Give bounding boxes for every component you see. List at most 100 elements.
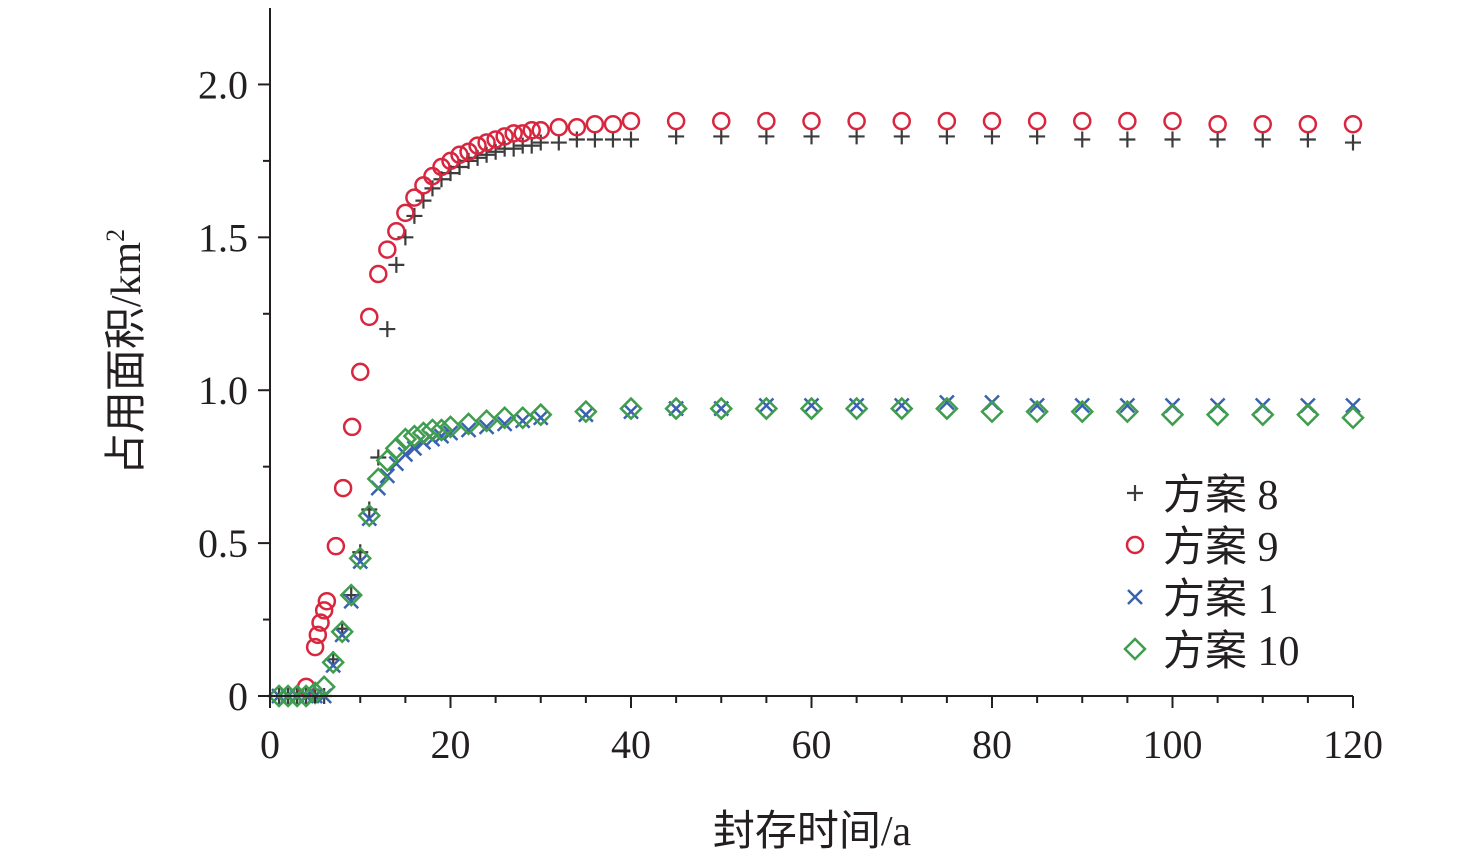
legend: 方案 8 方案 9 方案 1 方案 10 [1123, 472, 1300, 675]
data-point [369, 264, 388, 284]
data-point [1160, 402, 1185, 427]
y-tick-label: 0 [228, 674, 248, 719]
data-point [847, 111, 866, 131]
data-point [758, 128, 775, 145]
data-point [664, 396, 688, 421]
data-point [522, 121, 541, 140]
data-point [276, 684, 300, 708]
data-point [388, 256, 405, 273]
data-point [495, 127, 514, 146]
data-point [603, 114, 623, 134]
data-point [619, 396, 643, 421]
data-point [468, 136, 487, 155]
data-point [754, 396, 779, 421]
data-point [623, 131, 639, 148]
data-point [361, 510, 378, 527]
data-point [360, 307, 379, 327]
x-tick-label: 100 [1143, 722, 1203, 767]
y-tick-label: 1.0 [198, 368, 248, 413]
data-point [402, 424, 427, 448]
data-point [1073, 111, 1092, 131]
data-point [321, 650, 345, 675]
data-point [308, 625, 328, 645]
data-point [333, 478, 353, 498]
y-axis-title-sup: 2 [101, 229, 130, 242]
data-point [893, 128, 910, 145]
data-point [1119, 397, 1136, 414]
data-point [1343, 114, 1363, 134]
data-point [1164, 131, 1181, 148]
data-point [294, 684, 318, 708]
data-point [586, 131, 603, 148]
data-point [757, 111, 776, 131]
data-point [803, 397, 820, 414]
data-point [396, 203, 415, 223]
data-point [802, 111, 821, 131]
data-point [1345, 134, 1361, 151]
legend-marker [1123, 637, 1147, 661]
x-tick-label: 80 [972, 722, 1012, 767]
data-point [1118, 111, 1137, 131]
data-point [848, 128, 865, 145]
data-point [892, 111, 911, 131]
data-point [623, 403, 639, 420]
data-point [514, 412, 531, 429]
data-point [513, 124, 532, 143]
data-point [267, 684, 291, 708]
data-point [550, 134, 567, 151]
data-point [1254, 131, 1271, 148]
data-point [334, 626, 351, 643]
data-point [935, 396, 959, 421]
data-point [305, 637, 325, 657]
data-point [1298, 114, 1318, 134]
data-point [429, 418, 454, 442]
data-point [379, 321, 396, 338]
data-point [357, 503, 382, 528]
data-point [1027, 111, 1047, 131]
data-point [1205, 402, 1230, 427]
x-ticks: 0 20 40 60 80 100 120 [260, 696, 1383, 767]
data-point [1115, 399, 1140, 424]
data-point [414, 176, 433, 195]
data-point [532, 409, 549, 426]
data-point [604, 131, 621, 148]
y-axis-title-main: 占用面积/km [104, 242, 150, 476]
data-point [351, 362, 370, 382]
data-point [1341, 405, 1365, 430]
series-3 [267, 396, 1365, 708]
data-point [844, 396, 869, 421]
data-point [531, 121, 550, 140]
data-point [848, 397, 865, 414]
data-point [348, 546, 373, 571]
legend-label: 方案 10 [1163, 628, 1300, 675]
data-point [889, 396, 914, 421]
x-axis-title: 封存时间/a [713, 809, 912, 855]
data-point [937, 111, 957, 131]
data-point [326, 536, 346, 556]
y-tick-label: 1.5 [198, 215, 248, 260]
data-point [549, 118, 569, 137]
data-point [1209, 131, 1226, 148]
data-point [405, 188, 424, 207]
series-layer [267, 111, 1365, 708]
legend-label: 方案 8 [1163, 472, 1279, 519]
data-point [397, 446, 414, 463]
data-point [505, 140, 522, 157]
data-point [314, 601, 334, 620]
data-point [528, 402, 553, 427]
data-point [982, 111, 1002, 131]
data-point [343, 593, 360, 610]
data-point [1299, 131, 1316, 148]
legend-marker [1127, 589, 1143, 605]
data-point [980, 399, 1004, 424]
data-point [317, 591, 337, 611]
data-point [352, 553, 369, 570]
data-point [387, 221, 406, 241]
data-point [577, 406, 594, 423]
data-point [477, 133, 496, 152]
data-point [574, 399, 598, 424]
x-tick-label: 20 [431, 722, 471, 767]
legend-marker [1125, 535, 1145, 555]
y-ticks: 0 0.5 1.0 1.5 2.0 [198, 62, 270, 719]
data-point [415, 192, 432, 209]
